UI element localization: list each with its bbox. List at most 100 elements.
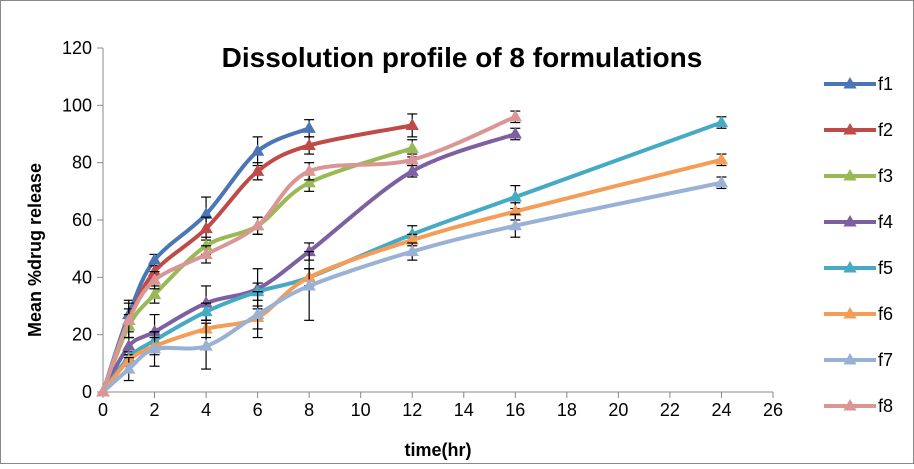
data-point-f2 — [250, 164, 265, 176]
data-point-f8 — [405, 152, 419, 165]
series-line-f5 — [101, 120, 723, 394]
data-point-f5 — [508, 190, 522, 202]
data-point-f2 — [405, 118, 419, 130]
y-tick-label: 20 — [72, 325, 92, 345]
data-point-f7 — [147, 342, 162, 354]
series-line-f7 — [101, 180, 722, 394]
data-point-f4 — [405, 164, 419, 176]
legend-item-f8: f8 — [824, 396, 893, 416]
legend-label: f7 — [878, 350, 893, 370]
x-tick-label: 10 — [351, 400, 371, 420]
data-point-f8 — [250, 218, 265, 231]
y-tick-label: 0 — [82, 382, 92, 402]
legend-item-f6: f6 — [824, 304, 893, 324]
data-point-f4 — [122, 339, 136, 351]
data-point-f4 — [199, 296, 213, 308]
x-tick-label: 16 — [505, 400, 525, 420]
y-axis-title: Mean %drug release — [25, 163, 45, 337]
data-point-f1 — [302, 121, 316, 133]
data-point-f1 — [250, 144, 265, 156]
data-point-f5 — [250, 284, 265, 297]
data-point-f5 — [199, 304, 213, 317]
data-point-f8 — [122, 313, 136, 325]
x-tick-label: 0 — [98, 400, 108, 420]
data-point-f2 — [199, 221, 213, 234]
x-tick-label: 4 — [201, 400, 211, 420]
x-tick-label: 20 — [608, 400, 628, 420]
data-point-f5 — [714, 115, 729, 128]
data-point-f8 — [147, 273, 162, 285]
data-point-f4 — [147, 324, 162, 337]
data-point-f7 — [714, 175, 729, 188]
data-point-f7 — [250, 307, 265, 320]
legend-label: f1 — [878, 74, 893, 94]
legend-marker — [843, 169, 857, 181]
legend-marker — [843, 77, 857, 89]
data-point-f8 — [199, 247, 213, 259]
data-point-f1 — [147, 253, 162, 265]
legend-marker — [843, 399, 857, 411]
data-point-f7 — [199, 339, 213, 351]
legend-label: f8 — [878, 396, 893, 416]
data-point-f4 — [508, 127, 522, 139]
legend-marker — [843, 307, 857, 319]
data-point-f3 — [147, 287, 162, 300]
legend-label: f6 — [878, 304, 893, 324]
data-point-f3 — [302, 175, 316, 188]
y-tick-label: 120 — [62, 38, 92, 58]
legend: f1 f2 f3 f4 f5 f6 f7 f8 — [824, 74, 893, 416]
x-tick-label: 6 — [253, 400, 263, 420]
legend-item-f1: f1 — [824, 74, 893, 94]
data-point-f3 — [405, 141, 419, 153]
x-tick-label: 2 — [150, 400, 160, 420]
data-point-f1 — [199, 207, 213, 219]
data-point-f7 — [302, 278, 316, 291]
x-tick-label: 14 — [454, 400, 474, 420]
y-tick-label: 60 — [72, 210, 92, 230]
x-tick-label: 18 — [557, 400, 577, 420]
legend-marker — [843, 123, 857, 135]
data-point-f6 — [508, 204, 522, 216]
legend-item-f2: f2 — [824, 120, 893, 140]
legend-item-f5: f5 — [824, 258, 893, 278]
data-point-f8 — [302, 164, 316, 176]
x-tick-label: 8 — [304, 400, 314, 420]
data-point-f7 — [405, 244, 419, 257]
legend-marker — [843, 261, 857, 273]
series-f8 — [96, 109, 522, 397]
legend-item-f7: f7 — [824, 350, 893, 370]
data-point-f6 — [714, 152, 729, 165]
legend-label: f2 — [878, 120, 893, 140]
legend-item-f4: f4 — [824, 212, 893, 232]
series-layer — [96, 109, 729, 397]
data-point-f6 — [405, 233, 419, 245]
legend-label: f5 — [878, 258, 893, 278]
legend-marker — [843, 215, 857, 227]
x-tick-label: 24 — [711, 400, 731, 420]
data-point-f3 — [199, 238, 213, 251]
legend-item-f3: f3 — [824, 166, 893, 186]
y-tick-label: 40 — [72, 267, 92, 287]
series-line-f6 — [101, 157, 722, 394]
data-point-f7 — [122, 362, 136, 374]
legend-label: f4 — [878, 212, 893, 232]
data-point-f8 — [96, 385, 110, 397]
y-tick-label: 80 — [72, 153, 92, 173]
legend-marker — [843, 353, 857, 365]
x-axis-title: time(hr) — [405, 440, 472, 460]
data-point-f7 — [508, 218, 522, 231]
legend-label: f3 — [878, 166, 893, 186]
chart-title: Dissolution profile of 8 formulations — [222, 42, 703, 73]
data-point-f2 — [302, 138, 316, 151]
y-tick-label: 100 — [62, 95, 92, 115]
series-f7 — [96, 175, 729, 397]
x-tick-label: 22 — [660, 400, 680, 420]
data-point-f2 — [147, 264, 162, 277]
data-point-f8 — [508, 109, 522, 122]
x-tick-label: 26 — [763, 400, 783, 420]
x-tick-label: 12 — [402, 400, 422, 420]
